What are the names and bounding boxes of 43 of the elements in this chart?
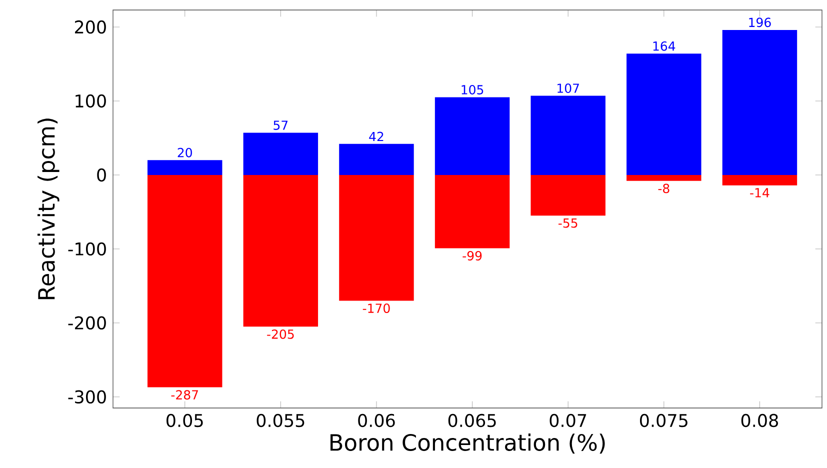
data-label: -205 (267, 329, 294, 339)
x-tick-label: 0.075 (640, 414, 688, 428)
data-label: 42 (369, 132, 384, 142)
x-tick-label: 0.06 (358, 414, 395, 428)
data-label: 57 (274, 120, 288, 130)
bar (147, 160, 222, 175)
y-tick-label: 200 (74, 20, 106, 34)
bar (530, 174, 606, 216)
bar (722, 30, 798, 175)
data-label: -8 (658, 184, 670, 194)
data-label: 20 (178, 148, 192, 158)
data-label: 196 (749, 18, 771, 28)
y-axis-title: Reactivity (pcm) (38, 118, 60, 300)
bar (626, 174, 702, 181)
y-tick-label: -100 (68, 242, 106, 256)
y-tick-label: 100 (76, 94, 106, 108)
bar (626, 54, 702, 175)
x-axis-title: Boron Concentration (%) (330, 434, 605, 454)
bar (530, 96, 606, 175)
data-label: -287 (171, 390, 198, 400)
data-label: -14 (750, 188, 770, 198)
x-tick-label: 0.08 (741, 414, 778, 428)
y-tick-label: 0 (97, 168, 106, 182)
x-tick-label: 0.065 (448, 414, 496, 428)
bar (339, 144, 414, 175)
bar (147, 174, 222, 388)
data-label: -55 (558, 218, 578, 228)
data-label: -170 (362, 304, 390, 314)
bar (243, 132, 318, 175)
x-tick-label: 0.07 (550, 414, 586, 428)
y-tick-label: -300 (68, 390, 106, 404)
data-label: 105 (462, 85, 484, 94)
data-label: -99 (462, 251, 482, 260)
data-label: 164 (653, 41, 676, 51)
bar (434, 174, 510, 248)
bar (339, 174, 414, 301)
x-tick-label: 0.05 (166, 414, 203, 428)
bar (722, 174, 798, 186)
bar (243, 174, 318, 327)
y-tick-label: -200 (68, 316, 106, 330)
x-tick-label: 0.055 (256, 414, 304, 428)
bar (434, 97, 510, 175)
data-label: 107 (558, 84, 579, 93)
